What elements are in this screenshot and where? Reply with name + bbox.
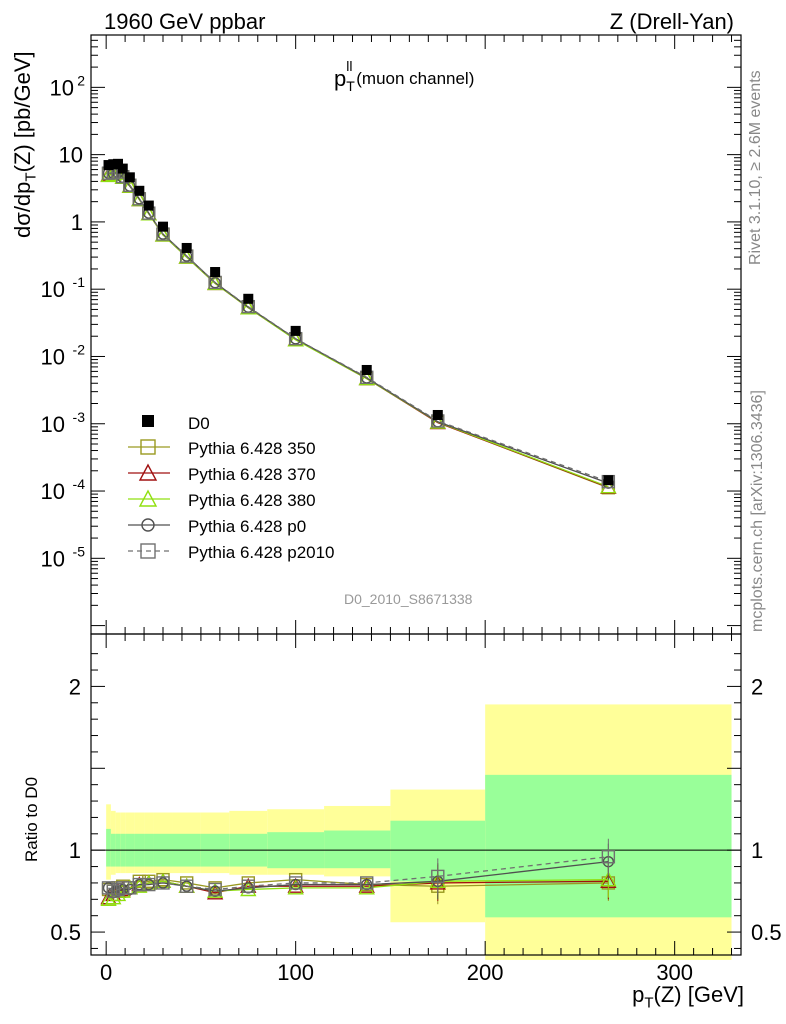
y-tick-label: 10 — [50, 75, 74, 100]
ratio-series-marker — [101, 881, 116, 895]
ratio-series-marker — [179, 879, 194, 893]
y-tick-exponent: -5 — [73, 543, 86, 559]
main-series-marker — [178, 248, 195, 264]
ratio-y-tick-label: 2 — [69, 674, 81, 699]
ratio-inner-band — [324, 830, 391, 869]
data-point — [117, 163, 128, 174]
x-tick-label: 0 — [100, 960, 112, 985]
ratio-series-marker — [156, 876, 170, 890]
header-right: Z (Drell-Yan) — [609, 9, 734, 34]
header-left: 1960 GeV ppbar — [104, 9, 266, 34]
y-tick-exponent: -4 — [73, 476, 86, 492]
data-point — [361, 364, 372, 375]
main-series-marker — [121, 177, 139, 193]
legend-marker — [138, 489, 158, 507]
ratio-series-marker — [287, 877, 304, 893]
ratio-series-marker — [431, 869, 445, 884]
legend-label: Pythia 6.428 370 — [188, 465, 316, 484]
y-tick-label: 1 — [71, 210, 83, 235]
ratio-series-marker — [106, 884, 120, 898]
ratio-series-marker — [142, 877, 156, 892]
data-point — [603, 475, 614, 486]
main-series-line — [108, 171, 609, 483]
data-point — [143, 200, 154, 211]
y-tick-label: 10 — [59, 143, 83, 168]
data-point — [134, 185, 145, 196]
y-tick-exponent: -1 — [73, 274, 86, 290]
x-tick-label: 300 — [656, 960, 693, 985]
ratio-series-marker — [206, 884, 224, 900]
y-tick-label: 10 — [41, 546, 65, 571]
ratio-plot-frame — [90, 633, 742, 956]
legend-label: Pythia 6.428 p2010 — [188, 543, 335, 562]
ratio-series-marker — [240, 881, 257, 897]
legend-label: Pythia 6.428 p0 — [188, 517, 306, 536]
main-series-line — [108, 172, 609, 488]
ratio-series-marker — [208, 882, 222, 897]
analysis-id: D0_2010_S8671338 — [344, 591, 473, 607]
main-series-marker — [287, 331, 304, 347]
ratio-series-marker — [288, 876, 303, 890]
y-tick-exponent: 2 — [77, 72, 85, 88]
ratio-series-marker — [358, 877, 375, 893]
legend-marker — [140, 543, 156, 559]
main-series-line — [108, 171, 609, 488]
main-series-marker — [209, 276, 221, 289]
legend-marker — [138, 463, 158, 481]
y-tick-label: 10 — [41, 412, 65, 437]
chart-title: p ll T (muon channel) — [334, 58, 475, 94]
ratio-series-marker — [123, 881, 137, 895]
data-point — [210, 267, 221, 278]
ratio-series-marker — [601, 850, 616, 864]
data-point — [181, 242, 192, 253]
data-point — [290, 325, 301, 336]
main-series-line — [108, 171, 609, 484]
y-tick-exponent: -2 — [73, 341, 86, 357]
legend-label: Pythia 6.428 350 — [188, 439, 316, 458]
data-point — [432, 409, 443, 420]
x-tick-label: 200 — [467, 960, 504, 985]
main-series-marker — [358, 370, 375, 386]
ratio-series-marker — [600, 871, 617, 887]
x-tick-label: 100 — [277, 960, 314, 985]
main-series-marker — [240, 299, 257, 315]
y-tick-exponent: -3 — [73, 409, 86, 425]
ratio-y-tick-label: 0.5 — [50, 920, 81, 945]
ratio-y-tick-label-right: 2 — [751, 674, 763, 699]
legend-marker — [141, 518, 155, 532]
y-tick-label: 10 — [41, 277, 65, 302]
y-tick-label: 10 — [41, 479, 65, 504]
ratio-series-marker — [157, 877, 169, 889]
data-point — [158, 221, 169, 232]
ratio-y-tick-label-right: 1 — [751, 838, 763, 863]
x-axis-label: pT(Z) [GeV] — [632, 982, 744, 1012]
legend-label: Pythia 6.428 380 — [188, 491, 316, 510]
ratio-series-marker — [360, 876, 374, 890]
ratio-series-marker — [132, 877, 147, 892]
legend-marker — [142, 415, 154, 427]
data-point — [124, 172, 135, 183]
data-point — [243, 293, 254, 304]
main-series-marker — [154, 226, 172, 242]
main-series-line — [108, 171, 609, 489]
ratio-series-marker — [241, 879, 255, 893]
ratio-y-tick-label: 1 — [69, 838, 81, 863]
legend-label: D0 — [188, 414, 210, 433]
main-series-marker — [206, 274, 224, 291]
ratio-inner-band — [106, 828, 111, 867]
legend-marker — [140, 439, 156, 455]
ratio-series-marker — [116, 881, 130, 895]
ratio-y-tick-label-right: 0.5 — [751, 920, 782, 945]
y-tick-label: 10 — [41, 344, 65, 369]
